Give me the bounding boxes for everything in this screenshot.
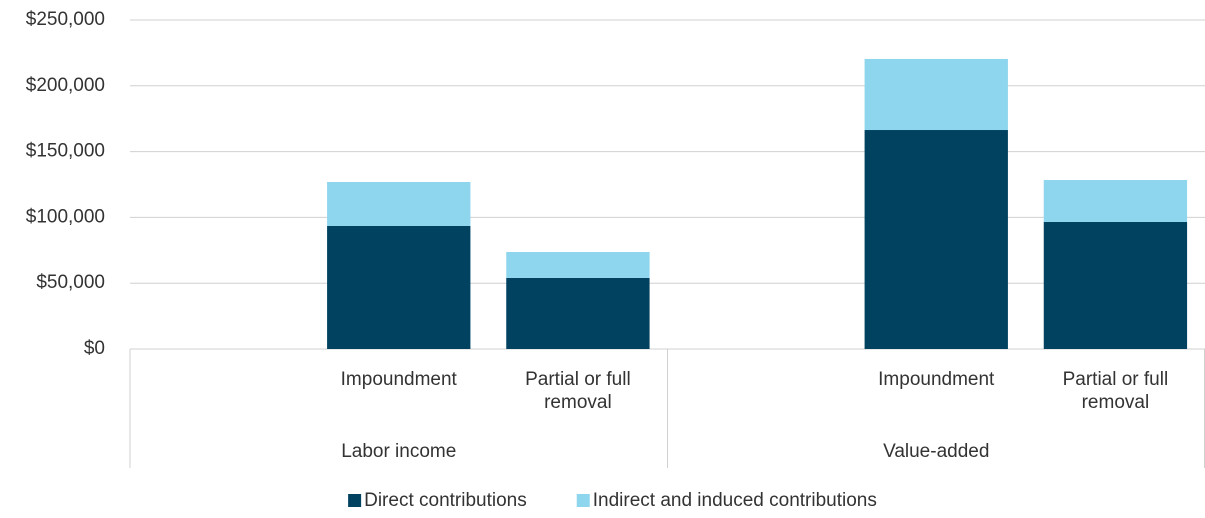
y-tick-label: $150,000 — [26, 141, 105, 162]
bar-segment — [506, 252, 650, 278]
bar-segment — [506, 277, 650, 349]
x-tick-label-box: Partial or full removal — [1062, 369, 1169, 413]
y-tick-label: $50,000 — [36, 272, 105, 293]
legend-label: Direct contributions — [364, 490, 527, 511]
group-label: Labor income — [341, 441, 457, 462]
y-tick-label: $100,000 — [26, 206, 105, 227]
group-label: Value-added — [883, 441, 990, 462]
legend-swatch — [348, 494, 362, 507]
bar-segment — [327, 181, 471, 226]
x-tick-label-box: Impoundment — [878, 369, 995, 390]
bar-segment — [1043, 222, 1188, 349]
x-tick-label: Partial or full removal — [1062, 369, 1169, 413]
x-tick-label: Impoundment — [340, 369, 457, 390]
legend-label: Indirect and induced contributions — [593, 490, 877, 511]
x-tick-label: Impoundment — [878, 369, 995, 390]
bar-segment — [1043, 180, 1188, 223]
group-label-box: Labor income — [341, 441, 457, 462]
legend-swatch — [576, 494, 590, 507]
x-tick-label-box: Partial or full removal — [525, 369, 631, 413]
y-tick-label: $0 — [84, 338, 105, 359]
x-tick-label-box: Impoundment — [340, 369, 457, 390]
group-label-box: Value-added — [883, 441, 990, 462]
y-tick-label: $200,000 — [26, 75, 105, 96]
x-tick-label: Partial or full removal — [525, 369, 631, 413]
bar-segment — [864, 130, 1008, 349]
y-tick-label: $250,000 — [26, 9, 105, 30]
bar-segment — [327, 225, 471, 349]
bar-segment — [864, 58, 1008, 131]
